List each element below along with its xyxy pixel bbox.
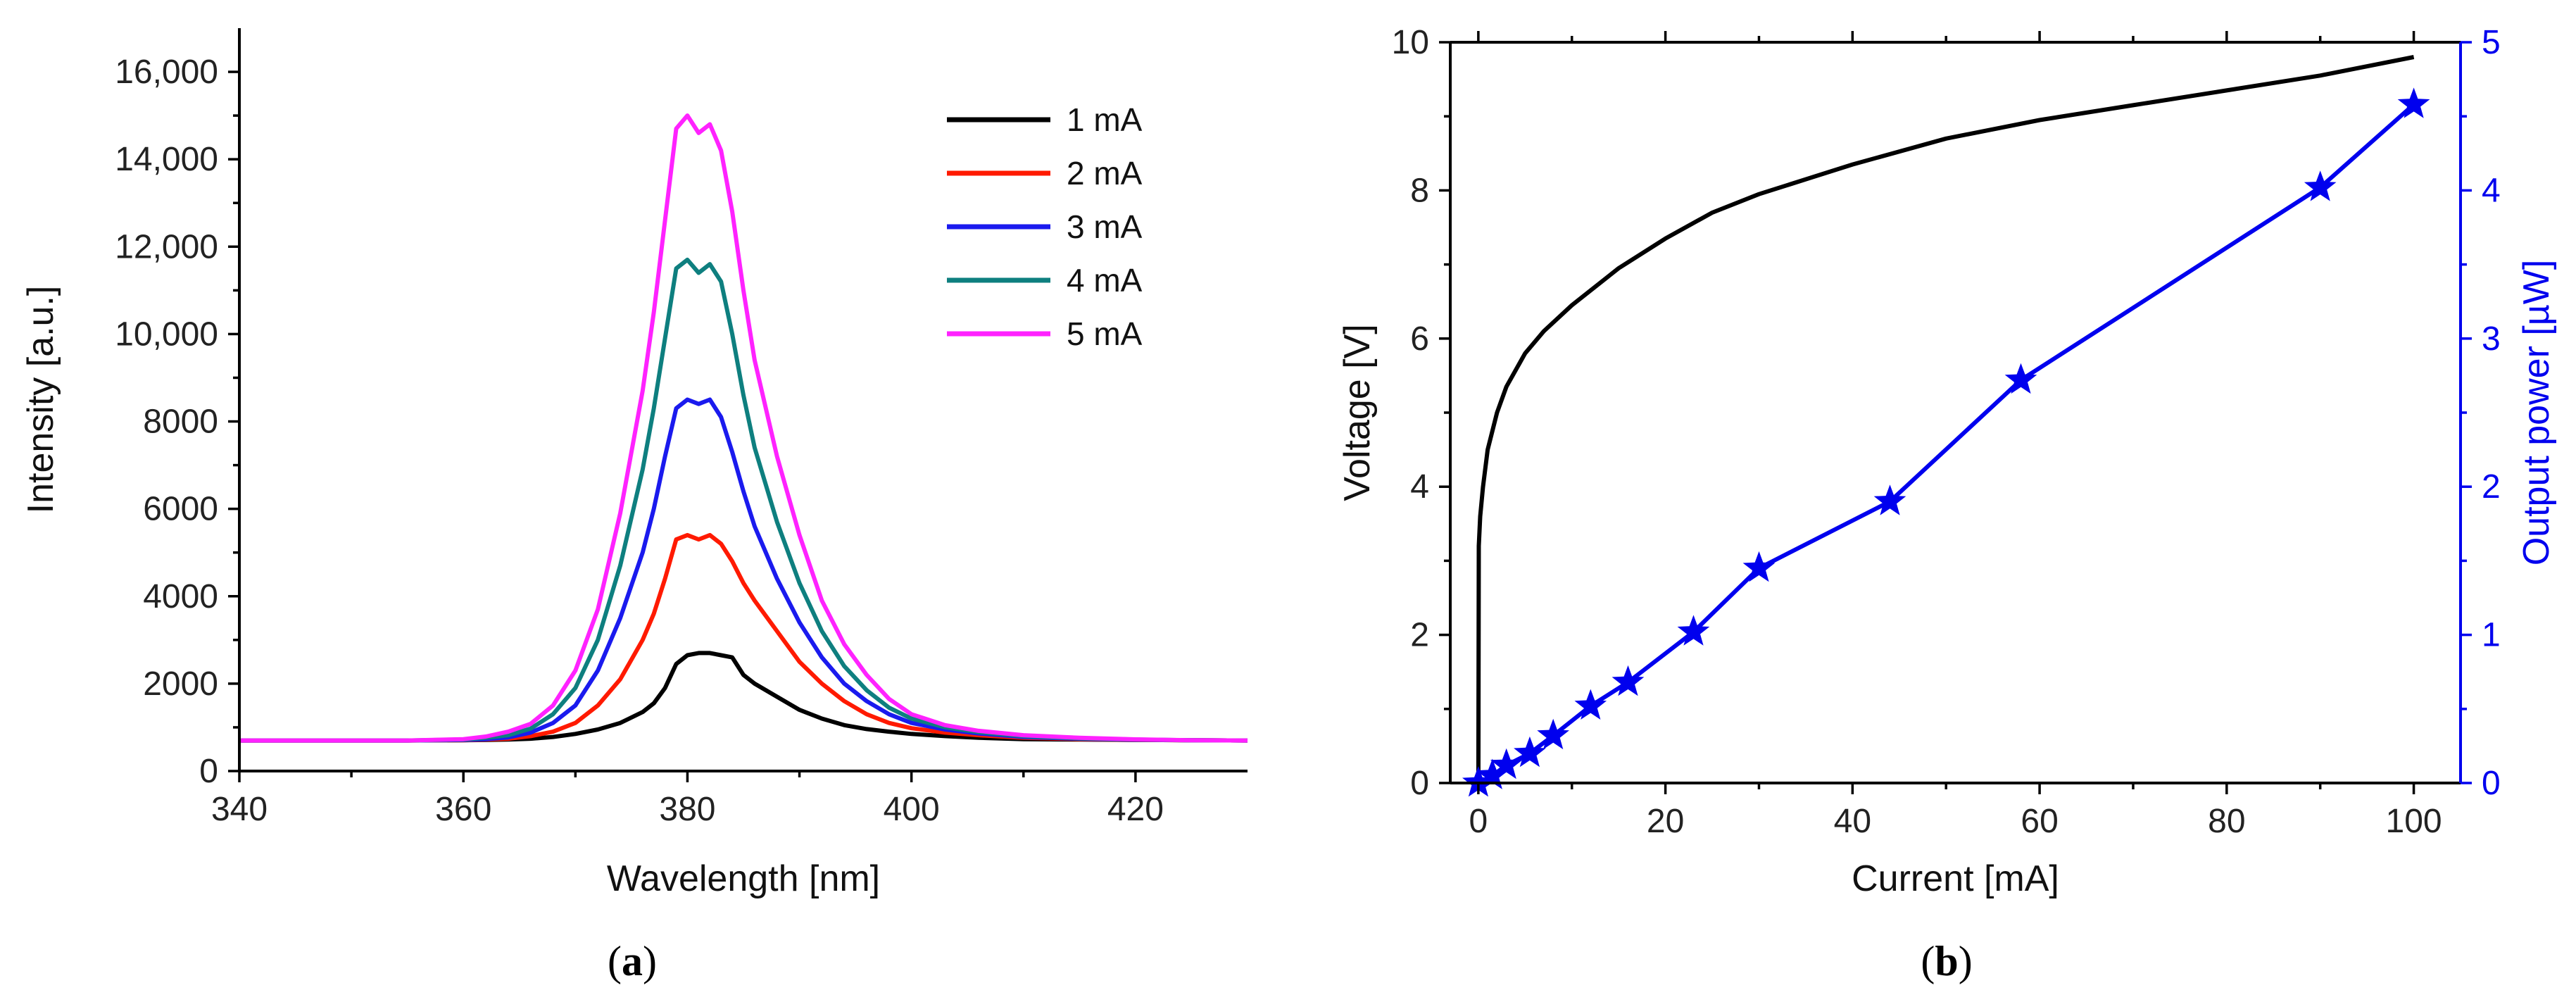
- power-star-marker: [1514, 736, 1546, 768]
- panel-b-y2-tick-label: 5: [2482, 24, 2501, 61]
- legend-label: 3 mA: [1067, 208, 1143, 245]
- panel-a-x-tick-label: 420: [1107, 791, 1164, 828]
- panel-b-y2-tick-label: 2: [2482, 468, 2501, 506]
- power-star-marker: [1490, 748, 1523, 779]
- panel-b-x-tick-label: 60: [2021, 803, 2058, 840]
- power-star-marker: [1611, 665, 1645, 696]
- panel-b-caption: (b): [1921, 938, 1972, 984]
- legend-label: 5 mA: [1067, 315, 1143, 352]
- series-line-voltage: [1476, 55, 2415, 784]
- panel-a-emission-spectra: 340 360 380 400 420 0 2000 4000 6000 8000 10,000 12…: [20, 28, 1248, 984]
- power-star-marker: [1742, 551, 1776, 582]
- power-star-marker: [1677, 615, 1710, 646]
- panel-b-x-tick-label: 40: [1834, 803, 1871, 840]
- panel-b-y-tick-label: 4: [1410, 468, 1429, 506]
- panel-a-y-tick-label: 0: [199, 753, 218, 790]
- panel-a-caption: (a): [608, 938, 657, 984]
- legend-label: 1 mA: [1067, 101, 1143, 138]
- power-star-marker: [1873, 484, 1906, 515]
- panel-b-x-tick-label: 100: [2386, 803, 2442, 840]
- panel-b-y2-tick-label: 1: [2482, 617, 2501, 654]
- panel-b-y2-tick-label: 4: [2482, 172, 2501, 209]
- panel-a-x-tick-label: 340: [211, 791, 268, 828]
- panel-a-x-tick-label: 400: [884, 791, 940, 828]
- power-star-marker: [1574, 689, 1607, 720]
- panel-a-y-tick-label: 4000: [143, 578, 218, 615]
- power-star-marker: [2397, 87, 2430, 118]
- panel-b-y2-tick-label: 0: [2482, 765, 2501, 802]
- power-star-marker: [1537, 718, 1569, 750]
- panel-b-x-tick-label: 20: [1647, 803, 1684, 840]
- panel-a-y-tick-label: 6000: [143, 491, 218, 528]
- power-star-marker: [1462, 766, 1495, 797]
- panel-a-y-tick-label: 8000: [143, 403, 218, 441]
- panel-b-x-tick-label: 0: [1469, 803, 1488, 840]
- panel-b-plot-area: [1462, 55, 2430, 797]
- panel-a-y-tick-label: 14,000: [115, 141, 218, 178]
- legend-label: 2 mA: [1067, 155, 1143, 192]
- panel-b-y2-axis-title: Output power [µW]: [2516, 260, 2557, 566]
- panel-b-y-tick-label: 2: [1410, 617, 1429, 654]
- panel-b-y-axis-title: Voltage [V]: [1337, 324, 1378, 501]
- series-line-5-ma: [239, 113, 1248, 743]
- panel-a-legend: 1 mA 2 mA 3 mA 4 mA 5 mA: [947, 101, 1143, 352]
- panel-a-y-tick-label: 12,000: [115, 228, 218, 265]
- panel-a-y-tick-label: 16,000: [115, 54, 218, 91]
- panel-b-x-axis-title: Current [mA]: [1852, 858, 2059, 899]
- panel-a-y-axis-title: Intensity [a.u.]: [20, 286, 61, 514]
- panel-b-y2-tick-label: 3: [2482, 320, 2501, 358]
- series-line-2-ma: [239, 532, 1248, 743]
- series-line-3-ma: [239, 397, 1248, 743]
- power-star-marker: [1476, 758, 1509, 789]
- panel-b-y-tick-label: 6: [1410, 320, 1429, 358]
- panel-b-y-tick-label: 10: [1392, 24, 1429, 61]
- panel-a-plot-area: [239, 113, 1248, 743]
- panel-b-y-tick-label: 0: [1410, 765, 1429, 802]
- power-star-marker: [2304, 170, 2337, 201]
- panel-a-x-axis-title: Wavelength [nm]: [607, 858, 880, 899]
- panel-a-x-tick-label: 380: [659, 791, 715, 828]
- series-line-1-ma: [239, 651, 1248, 743]
- legend-label: 4 mA: [1067, 262, 1143, 299]
- panel-b-y-tick-label: 8: [1410, 172, 1429, 209]
- panel-a-axes: 340 360 380 400 420 0 2000 4000 6000 8000 10,000 12…: [115, 28, 1248, 828]
- power-star-marker: [2004, 363, 2037, 394]
- panel-b-x-tick-label: 80: [2208, 803, 2245, 840]
- panel-a-y-tick-label: 10,000: [115, 315, 218, 353]
- panel-a-y-tick-label: 2000: [143, 665, 218, 703]
- panel-a-x-tick-label: 360: [435, 791, 491, 828]
